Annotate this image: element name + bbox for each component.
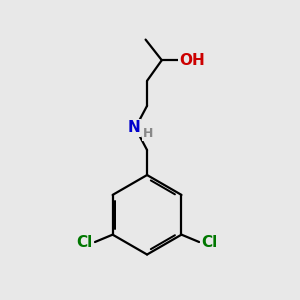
Text: Cl: Cl: [201, 235, 218, 250]
Text: N: N: [128, 120, 140, 135]
Text: H: H: [143, 127, 154, 140]
Text: Cl: Cl: [76, 235, 93, 250]
Text: OH: OH: [179, 53, 205, 68]
